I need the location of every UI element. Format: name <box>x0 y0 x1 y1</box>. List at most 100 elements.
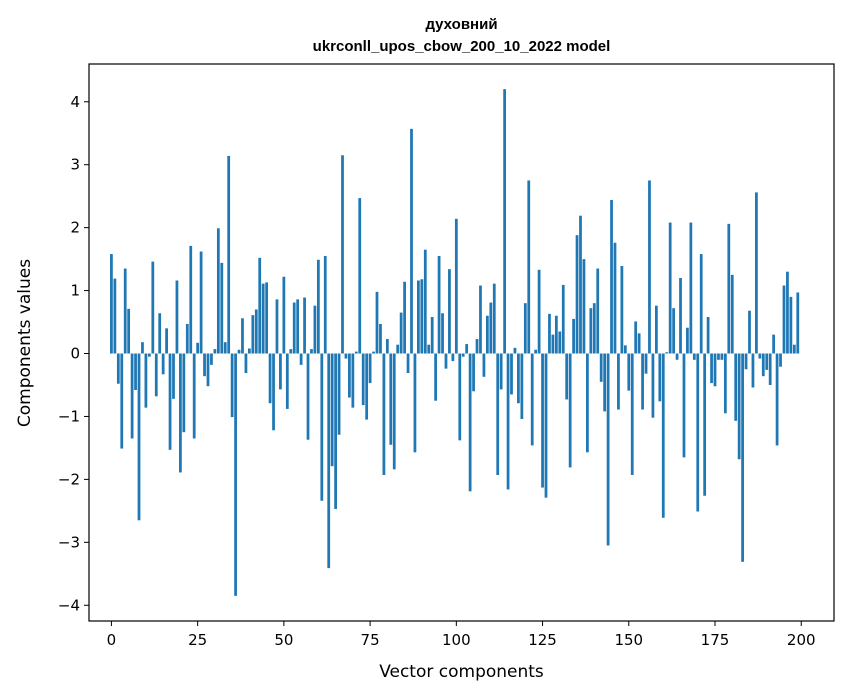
bar-126 <box>544 353 548 498</box>
bar-178 <box>723 353 727 414</box>
bar-11 <box>147 353 151 357</box>
bar-143 <box>603 353 607 412</box>
bar-89 <box>417 280 420 354</box>
bar-52 <box>289 349 293 354</box>
bar-173 <box>706 317 710 354</box>
bar-19 <box>175 280 179 354</box>
bar-186 <box>751 353 755 388</box>
bar-96 <box>441 313 444 354</box>
bar-105 <box>472 353 475 392</box>
bar-38 <box>241 318 244 354</box>
x-tick-label-75: 75 <box>361 631 380 649</box>
bar-48 <box>275 299 279 354</box>
chart-title-line2: ukrconll_upos_cbow_200_10_2022 model <box>313 38 611 55</box>
x-tick-label-125: 125 <box>528 631 557 649</box>
bar-112 <box>496 353 500 475</box>
bar-72 <box>358 198 362 354</box>
y-axis-label: Components values <box>15 259 35 427</box>
bar-101 <box>458 353 462 441</box>
bar-140 <box>592 303 596 354</box>
x-tick-label-175: 175 <box>701 631 730 649</box>
bar-130 <box>558 331 562 354</box>
bar-98 <box>448 269 451 354</box>
bar-10 <box>144 353 148 408</box>
bar-109 <box>485 315 489 354</box>
bar-17 <box>168 353 172 450</box>
bar-169 <box>692 353 696 360</box>
bar-42 <box>254 309 258 354</box>
bar-125 <box>541 353 544 488</box>
bar-195 <box>782 285 786 354</box>
bar-197 <box>789 296 793 354</box>
bar-175 <box>713 353 717 387</box>
bar-121 <box>527 180 531 354</box>
bar-179 <box>727 223 731 354</box>
bar-9 <box>141 342 144 354</box>
bar-171 <box>699 254 703 354</box>
bar-27 <box>203 353 206 377</box>
bar-14 <box>158 313 162 354</box>
bar-25 <box>196 342 200 354</box>
bar-12 <box>151 261 155 354</box>
bar-31 <box>216 228 220 354</box>
bar-59 <box>313 305 317 354</box>
bar-2 <box>116 353 120 384</box>
bar-190 <box>765 353 769 370</box>
bar-133 <box>568 353 572 468</box>
bar-111 <box>492 283 496 354</box>
bar-129 <box>554 315 558 354</box>
bar-71 <box>354 351 358 354</box>
bar-29 <box>210 353 213 365</box>
y-tick-label-3: 3 <box>70 156 80 174</box>
bar-138 <box>586 353 589 453</box>
bar-152 <box>634 321 638 354</box>
bar-23 <box>189 245 193 354</box>
x-tick-label-200: 200 <box>787 631 816 649</box>
bar-81 <box>389 353 393 445</box>
x-axis-ticks: 0 25 50 75 100 125 150 175 200 <box>107 621 816 649</box>
bar-78 <box>379 323 382 354</box>
bar-68 <box>344 353 348 359</box>
bar-117 <box>513 347 517 354</box>
y-tick-label-0: 0 <box>70 345 80 363</box>
bar-80 <box>385 339 389 354</box>
x-tick-label-50: 50 <box>274 631 293 649</box>
bar-168 <box>689 222 693 354</box>
bar-193 <box>775 353 779 446</box>
y-tick-label--2: −2 <box>58 470 80 488</box>
bar-56 <box>303 297 306 354</box>
bar-154 <box>641 353 644 410</box>
bar-161 <box>665 352 669 354</box>
bars-group <box>110 89 800 596</box>
bar-167 <box>686 327 689 354</box>
bar-92 <box>427 344 431 354</box>
bar-131 <box>561 284 565 354</box>
bar-30 <box>213 349 217 354</box>
bar-137 <box>582 259 586 354</box>
bar-6 <box>130 353 134 439</box>
bar-74 <box>365 353 369 420</box>
bar-100 <box>454 218 458 354</box>
bar-151 <box>630 353 634 475</box>
bar-134 <box>572 318 575 354</box>
bar-122 <box>530 353 534 446</box>
bar-36 <box>234 353 237 596</box>
bar-156 <box>648 180 651 354</box>
x-tick-label-150: 150 <box>614 631 643 649</box>
bar-58 <box>310 349 313 354</box>
bar-159 <box>658 353 662 402</box>
bar-114 <box>503 89 506 354</box>
bar-187 <box>755 192 758 354</box>
x-tick-label-25: 25 <box>188 631 207 649</box>
bar-182 <box>737 353 741 460</box>
bar-62 <box>323 255 327 354</box>
bar-0 <box>110 254 113 354</box>
bar-83 <box>396 344 400 354</box>
bar-22 <box>185 323 189 354</box>
bar-123 <box>534 349 538 354</box>
bar-66 <box>337 353 341 435</box>
bar-158 <box>654 305 658 354</box>
bar-95 <box>437 255 441 354</box>
bar-54 <box>296 299 300 354</box>
